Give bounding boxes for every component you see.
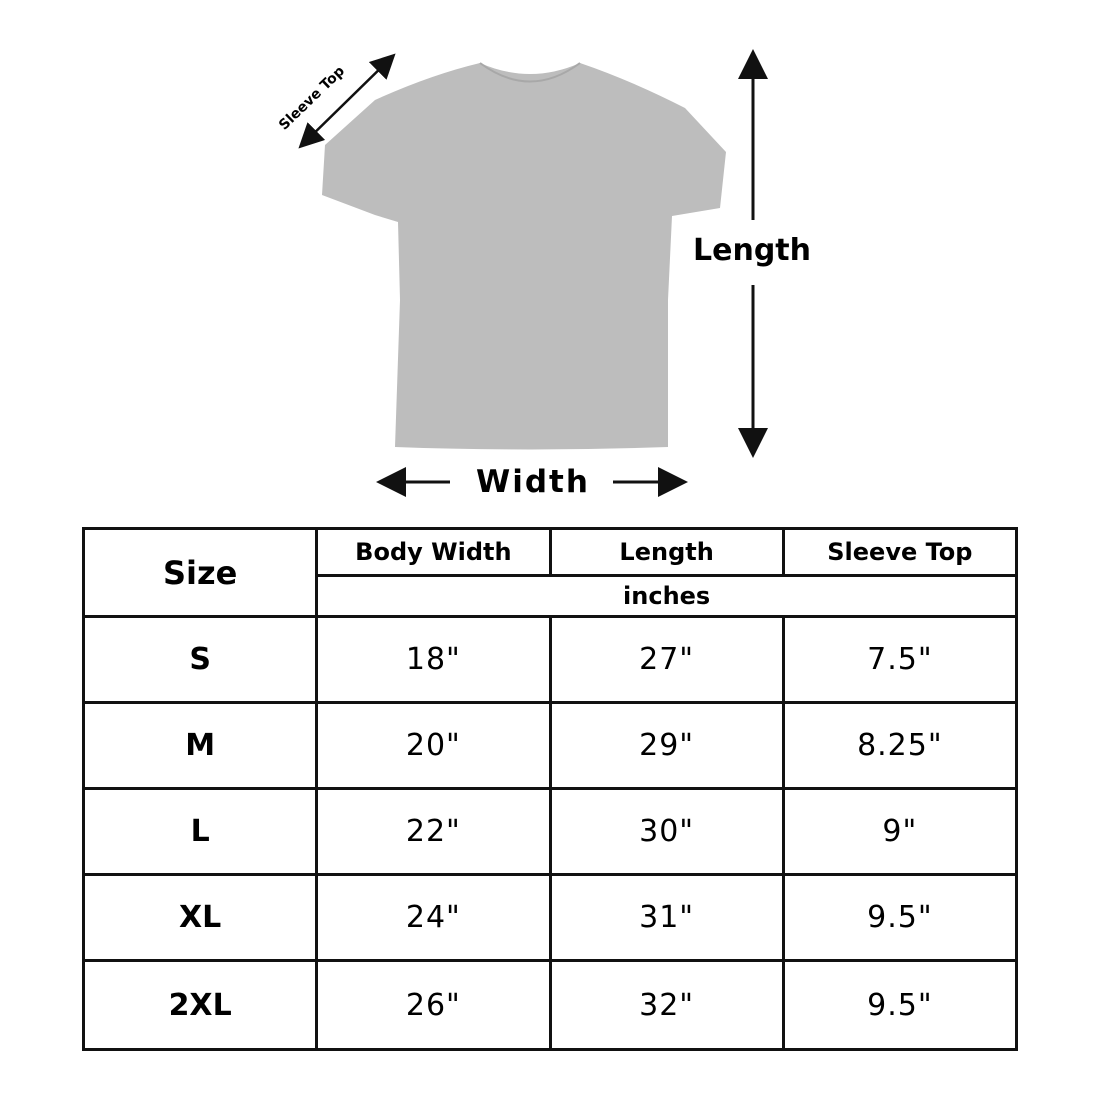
header-body-width: Body Width bbox=[315, 527, 552, 577]
body-width-cell: 24" bbox=[315, 873, 552, 962]
header-size: Size bbox=[81, 527, 319, 618]
body-width-cell: 26" bbox=[315, 959, 552, 1051]
table-row: M 20" 29" 8.25" bbox=[81, 701, 1019, 790]
length-cell: 27" bbox=[548, 615, 785, 704]
tshirt-diagram: Sleeve Top Length Width bbox=[0, 0, 1100, 510]
table-row: 2XL 26" 32" 9.5" bbox=[81, 959, 1019, 1051]
table-row: XL 24" 31" 9.5" bbox=[81, 873, 1019, 962]
sleeve-top-cell: 9" bbox=[781, 787, 1019, 876]
length-cell: 29" bbox=[548, 701, 785, 790]
length-cell: 31" bbox=[548, 873, 785, 962]
tshirt-illustration bbox=[298, 49, 768, 497]
width-label: Width bbox=[476, 464, 590, 500]
tshirt-shape bbox=[322, 63, 726, 450]
sleeve-top-cell: 8.25" bbox=[781, 701, 1019, 790]
table-row: L 22" 30" 9" bbox=[81, 787, 1019, 876]
size-cell: XL bbox=[81, 873, 319, 962]
size-cell: M bbox=[81, 701, 319, 790]
header-sleeve-top: Sleeve Top bbox=[781, 527, 1019, 577]
size-chart-table: Size Body Width Length Sleeve Top inches… bbox=[81, 527, 1019, 1051]
header-length: Length bbox=[548, 527, 785, 577]
body-width-cell: 18" bbox=[315, 615, 552, 704]
size-cell: 2XL bbox=[81, 959, 319, 1051]
body-width-cell: 22" bbox=[315, 787, 552, 876]
length-cell: 32" bbox=[548, 959, 785, 1051]
sleeve-top-cell: 7.5" bbox=[781, 615, 1019, 704]
size-cell: L bbox=[81, 787, 319, 876]
body-width-cell: 20" bbox=[315, 701, 552, 790]
size-cell: S bbox=[81, 615, 319, 704]
sleeve-top-cell: 9.5" bbox=[781, 959, 1019, 1051]
length-cell: 30" bbox=[548, 787, 785, 876]
table-row: S 18" 27" 7.5" bbox=[81, 615, 1019, 704]
sleeve-top-cell: 9.5" bbox=[781, 873, 1019, 962]
sleeve-arrow bbox=[298, 53, 396, 149]
header-unit: inches bbox=[315, 574, 1018, 618]
length-label: Length bbox=[693, 233, 811, 268]
